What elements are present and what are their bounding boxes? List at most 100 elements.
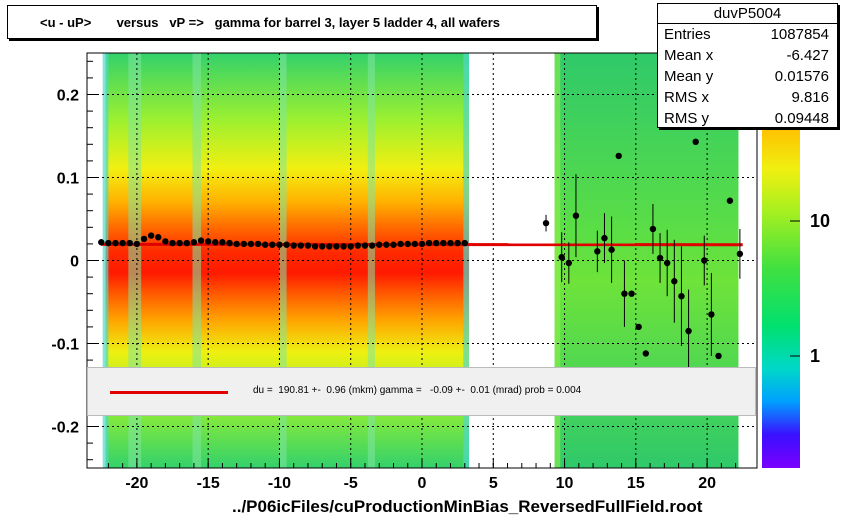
- data-point: [715, 353, 721, 359]
- point-marker: [594, 248, 600, 254]
- stats-value: 0.01576: [775, 66, 829, 87]
- point-marker: [255, 241, 261, 247]
- stats-key: RMS x: [664, 87, 709, 108]
- data-point: [447, 240, 453, 246]
- y-tick-label: -0.1: [51, 337, 79, 354]
- data-point: [134, 241, 140, 247]
- point-marker: [650, 226, 656, 232]
- stats-key: Mean x: [664, 45, 713, 66]
- x-tick-label: 20: [698, 475, 716, 492]
- data-point: [397, 241, 403, 247]
- data-point: [205, 238, 211, 244]
- data-point: [362, 242, 368, 248]
- stats-value: 1087854: [771, 24, 829, 45]
- point-marker: [643, 350, 649, 356]
- point-marker: [362, 242, 368, 248]
- x-tick-label: 15: [627, 475, 645, 492]
- data-point: [112, 240, 118, 246]
- point-marker: [333, 243, 339, 249]
- stats-box: duvP5004 Entries 1087854 Mean x -6.427 M…: [657, 3, 838, 128]
- fit-legend: du = 190.81 +- 0.96 (mkm) gamma = -0.09 …: [87, 367, 756, 416]
- data-point: [440, 240, 446, 246]
- data-point: [326, 243, 332, 249]
- data-point: [248, 241, 254, 247]
- point-marker: [715, 353, 721, 359]
- y-tick-label: 0: [70, 254, 79, 271]
- data-point: [212, 239, 218, 245]
- point-marker: [276, 242, 282, 248]
- data-point: [127, 240, 133, 246]
- x-tick-label: 0: [418, 475, 427, 492]
- data-point: [155, 234, 161, 240]
- point-marker: [678, 293, 684, 299]
- point-marker: [283, 242, 289, 248]
- data-point: [376, 242, 382, 248]
- data-point: [616, 153, 622, 159]
- point-marker: [737, 251, 743, 257]
- point-marker: [148, 232, 154, 238]
- point-marker: [191, 239, 197, 245]
- data-point: [419, 241, 425, 247]
- point-marker: [127, 240, 133, 246]
- stats-row-entries: Entries 1087854: [658, 24, 837, 45]
- fit-result-text: du = 190.81 +- 0.96 (mkm) gamma = -0.09 …: [253, 385, 581, 396]
- title-box: <u - uP> versus vP => gamma for barrel 3…: [7, 5, 597, 39]
- point-marker: [621, 291, 627, 297]
- x-tick-label: -10: [268, 475, 291, 492]
- point-marker: [298, 242, 304, 248]
- data-point: [412, 241, 418, 247]
- data-point: [241, 241, 247, 247]
- point-marker: [134, 241, 140, 247]
- point-marker: [433, 240, 439, 246]
- stats-key: Entries: [664, 24, 711, 45]
- point-marker: [397, 241, 403, 247]
- point-marker: [184, 240, 190, 246]
- data-point: [219, 239, 225, 245]
- x-tick-label: -5: [344, 475, 358, 492]
- point-marker: [708, 311, 714, 317]
- data-point: [355, 242, 361, 248]
- point-marker: [340, 243, 346, 249]
- point-marker: [355, 242, 361, 248]
- point-marker: [419, 241, 425, 247]
- data-point: [148, 232, 154, 238]
- y-tick-label: 0.2: [57, 88, 79, 105]
- x-tick-label: -20: [125, 475, 148, 492]
- point-marker: [105, 240, 111, 246]
- stats-row-rms-y: RMS y 0.09448: [658, 108, 837, 129]
- data-point: [369, 242, 375, 248]
- point-marker: [405, 241, 411, 247]
- point-marker: [98, 239, 104, 245]
- point-marker: [440, 240, 446, 246]
- data-point: [119, 240, 125, 246]
- point-marker: [305, 242, 311, 248]
- stats-value: 0.09448: [775, 108, 829, 129]
- point-marker: [693, 139, 699, 145]
- point-marker: [248, 241, 254, 247]
- point-marker: [628, 291, 634, 297]
- point-marker: [155, 234, 161, 240]
- data-point: [405, 241, 411, 247]
- data-point: [162, 238, 168, 244]
- data-point: [340, 243, 346, 249]
- data-point: [269, 242, 275, 248]
- point-marker: [262, 242, 268, 248]
- point-marker: [426, 240, 432, 246]
- plot-title: <u - uP> versus vP => gamma for barrel 3…: [40, 15, 500, 30]
- point-marker: [112, 240, 118, 246]
- data-point: [643, 350, 649, 356]
- data-point: [693, 139, 699, 145]
- point-marker: [226, 240, 232, 246]
- data-point: [255, 241, 261, 247]
- point-marker: [462, 240, 468, 246]
- point-marker: [376, 242, 382, 248]
- data-point: [454, 240, 460, 246]
- stats-value: 9.816: [791, 87, 829, 108]
- point-marker: [601, 235, 607, 241]
- data-point: [298, 242, 304, 248]
- data-point: [176, 240, 182, 246]
- point-marker: [369, 242, 375, 248]
- data-point: [184, 240, 190, 246]
- data-point: [462, 240, 468, 246]
- point-marker: [447, 240, 453, 246]
